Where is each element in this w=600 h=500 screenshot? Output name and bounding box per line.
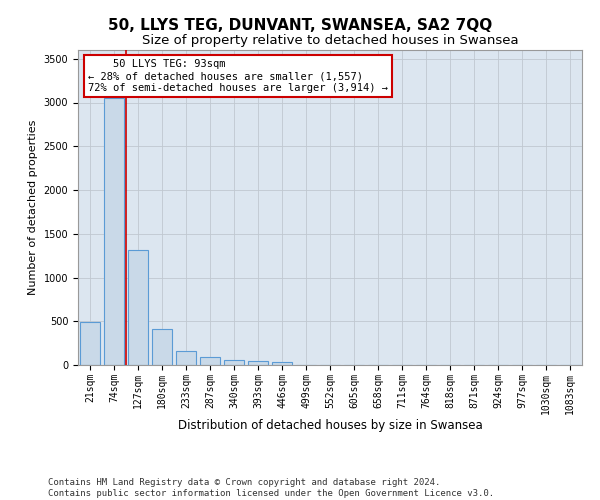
Bar [104, 98, 124, 365]
Bar [272, 362, 292, 365]
Text: 50, LLYS TEG, DUNVANT, SWANSEA, SA2 7QQ: 50, LLYS TEG, DUNVANT, SWANSEA, SA2 7QQ [108, 18, 492, 32]
Bar [80, 322, 100, 365]
Bar [200, 357, 220, 365]
Text: 50 LLYS TEG: 93sqm
← 28% of detached houses are smaller (1,557)
72% of semi-deta: 50 LLYS TEG: 93sqm ← 28% of detached hou… [88, 60, 388, 92]
Title: Size of property relative to detached houses in Swansea: Size of property relative to detached ho… [142, 34, 518, 48]
Bar [248, 360, 268, 365]
Text: Contains HM Land Registry data © Crown copyright and database right 2024.
Contai: Contains HM Land Registry data © Crown c… [48, 478, 494, 498]
Bar [128, 250, 148, 365]
Y-axis label: Number of detached properties: Number of detached properties [28, 120, 38, 295]
Bar [152, 329, 172, 365]
Bar [224, 360, 244, 365]
Bar [176, 350, 196, 365]
X-axis label: Distribution of detached houses by size in Swansea: Distribution of detached houses by size … [178, 420, 482, 432]
